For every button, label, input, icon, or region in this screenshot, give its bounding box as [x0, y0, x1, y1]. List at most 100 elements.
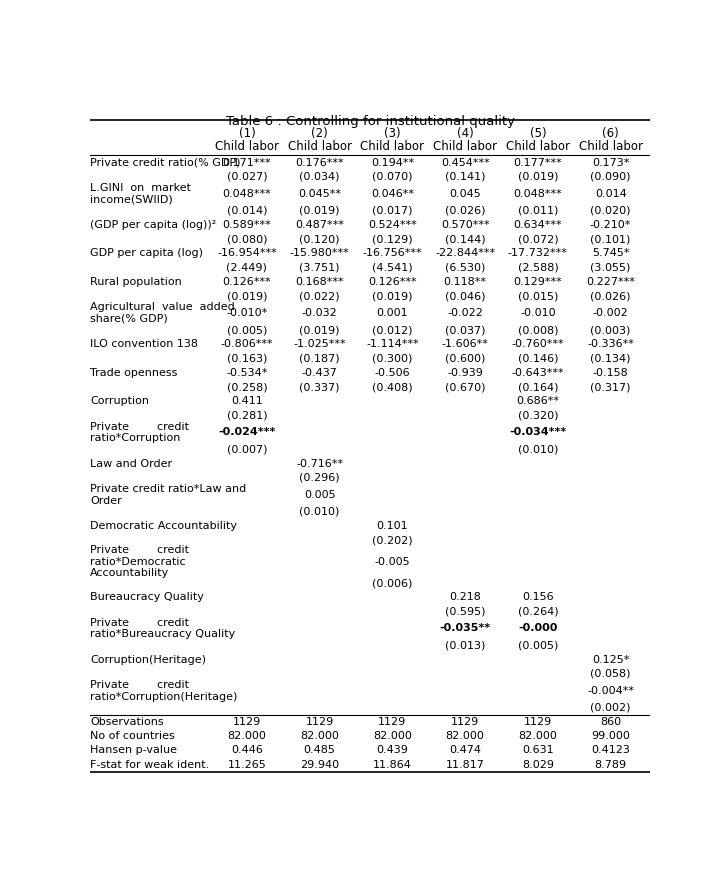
Text: 0.589***: 0.589***: [222, 220, 271, 230]
Text: 860: 860: [600, 717, 621, 727]
Text: 0.194**: 0.194**: [371, 158, 414, 167]
Text: -0.022: -0.022: [447, 308, 483, 318]
Text: 8.029: 8.029: [522, 760, 554, 770]
Text: Bureaucracy Quality: Bureaucracy Quality: [90, 592, 204, 602]
Text: (0.002): (0.002): [591, 703, 631, 712]
Text: 82.000: 82.000: [300, 732, 339, 741]
Text: (0.006): (0.006): [373, 578, 412, 588]
Text: (0.026): (0.026): [445, 206, 485, 216]
Text: Child labor: Child labor: [287, 140, 352, 153]
Text: L.GINI  on  market
income(SWIID): L.GINI on market income(SWIID): [90, 183, 191, 205]
Text: -0.010: -0.010: [520, 308, 556, 318]
Text: -0.002: -0.002: [593, 308, 629, 318]
Text: (0.281): (0.281): [227, 410, 267, 421]
Text: Observations: Observations: [90, 717, 164, 727]
Text: Child labor: Child labor: [215, 140, 279, 153]
Text: ILO convention 138: ILO convention 138: [90, 340, 199, 349]
Text: 0.101: 0.101: [377, 521, 408, 531]
Text: 0.173*: 0.173*: [592, 158, 630, 167]
Text: (3): (3): [384, 127, 401, 140]
Text: Child labor: Child labor: [360, 140, 425, 153]
Text: Private        credit
ratio*Corruption(Heritage): Private credit ratio*Corruption(Heritage…: [90, 680, 238, 701]
Text: -0.034***: -0.034***: [509, 428, 567, 437]
Text: (3.055): (3.055): [591, 263, 631, 273]
Text: (0.337): (0.337): [300, 382, 340, 392]
Text: 0.126***: 0.126***: [368, 277, 417, 287]
Text: 0.686**: 0.686**: [516, 396, 560, 406]
Text: 82.000: 82.000: [373, 732, 412, 741]
Text: Child labor: Child labor: [433, 140, 497, 153]
Text: (0.027): (0.027): [227, 172, 267, 182]
Text: -0.437: -0.437: [302, 368, 338, 378]
Text: (0.120): (0.120): [300, 234, 340, 244]
Text: -0.024***: -0.024***: [218, 428, 276, 437]
Text: 82.000: 82.000: [518, 732, 557, 741]
Text: 0.524***: 0.524***: [368, 220, 417, 230]
Text: -0.032: -0.032: [302, 308, 338, 318]
Text: -1.114***: -1.114***: [366, 340, 419, 349]
Text: (4): (4): [457, 127, 474, 140]
Text: -0.005: -0.005: [375, 557, 410, 567]
Text: 0.439: 0.439: [376, 746, 409, 755]
Text: 0.129***: 0.129***: [513, 277, 562, 287]
Text: -0.035**: -0.035**: [440, 624, 491, 633]
Text: 0.631: 0.631: [522, 746, 554, 755]
Text: 99.000: 99.000: [591, 732, 630, 741]
Text: (0.008): (0.008): [518, 325, 558, 335]
Text: (0.408): (0.408): [372, 382, 413, 392]
Text: (0.600): (0.600): [445, 354, 485, 363]
Text: (0.296): (0.296): [300, 473, 340, 483]
Text: -0.716**: -0.716**: [296, 459, 343, 469]
Text: Private        credit
ratio*Corruption: Private credit ratio*Corruption: [90, 422, 189, 443]
Text: 0.177***: 0.177***: [513, 158, 562, 167]
Text: 82.000: 82.000: [445, 732, 484, 741]
Text: -16.954***: -16.954***: [217, 248, 277, 259]
Text: -0.506: -0.506: [375, 368, 410, 378]
Text: No of countries: No of countries: [90, 732, 175, 741]
Text: (4.541): (4.541): [372, 263, 413, 273]
Text: (0.019): (0.019): [518, 172, 558, 182]
Text: (0.019): (0.019): [227, 291, 267, 301]
Text: Corruption: Corruption: [90, 396, 149, 406]
Text: Hansen p-value: Hansen p-value: [90, 746, 177, 755]
Text: (0.013): (0.013): [445, 640, 485, 651]
Text: 0.487***: 0.487***: [295, 220, 344, 230]
Text: (0.010): (0.010): [518, 444, 558, 455]
Text: -0.939: -0.939: [447, 368, 483, 378]
Text: (2.588): (2.588): [518, 263, 558, 273]
Text: (0.007): (0.007): [227, 444, 267, 455]
Text: (0.017): (0.017): [372, 206, 413, 216]
Text: 0.485: 0.485: [304, 746, 336, 755]
Text: 0.168***: 0.168***: [295, 277, 344, 287]
Text: 0.118**: 0.118**: [443, 277, 487, 287]
Text: (0.019): (0.019): [300, 206, 340, 216]
Text: 0.446: 0.446: [231, 746, 263, 755]
Text: 11.817: 11.817: [445, 760, 484, 770]
Text: Child labor: Child labor: [578, 140, 643, 153]
Text: (0.129): (0.129): [372, 234, 413, 244]
Text: (0.058): (0.058): [591, 669, 631, 679]
Text: 0.474: 0.474: [449, 746, 481, 755]
Text: 0.005: 0.005: [304, 490, 336, 500]
Text: 0.046**: 0.046**: [371, 189, 414, 199]
Text: Trade openness: Trade openness: [90, 368, 178, 378]
Text: 1129: 1129: [451, 717, 479, 727]
Text: (1): (1): [238, 127, 256, 140]
Text: (0.264): (0.264): [518, 606, 558, 617]
Text: -0.210*: -0.210*: [590, 220, 631, 230]
Text: (0.090): (0.090): [591, 172, 631, 182]
Text: (0.005): (0.005): [227, 325, 267, 335]
Text: 0.001: 0.001: [377, 308, 408, 318]
Text: (0.144): (0.144): [445, 234, 485, 244]
Text: (0.019): (0.019): [300, 325, 340, 335]
Text: (0.014): (0.014): [227, 206, 267, 216]
Text: -0.760***: -0.760***: [512, 340, 564, 349]
Text: (0.072): (0.072): [518, 234, 558, 244]
Text: -1.606**: -1.606**: [442, 340, 489, 349]
Text: F-stat for weak ident.: F-stat for weak ident.: [90, 760, 209, 770]
Text: 0.227***: 0.227***: [586, 277, 635, 287]
Text: (0.320): (0.320): [518, 410, 558, 421]
Text: -0.010*: -0.010*: [226, 308, 268, 318]
Text: -22.844***: -22.844***: [435, 248, 495, 259]
Text: 1129: 1129: [523, 717, 552, 727]
